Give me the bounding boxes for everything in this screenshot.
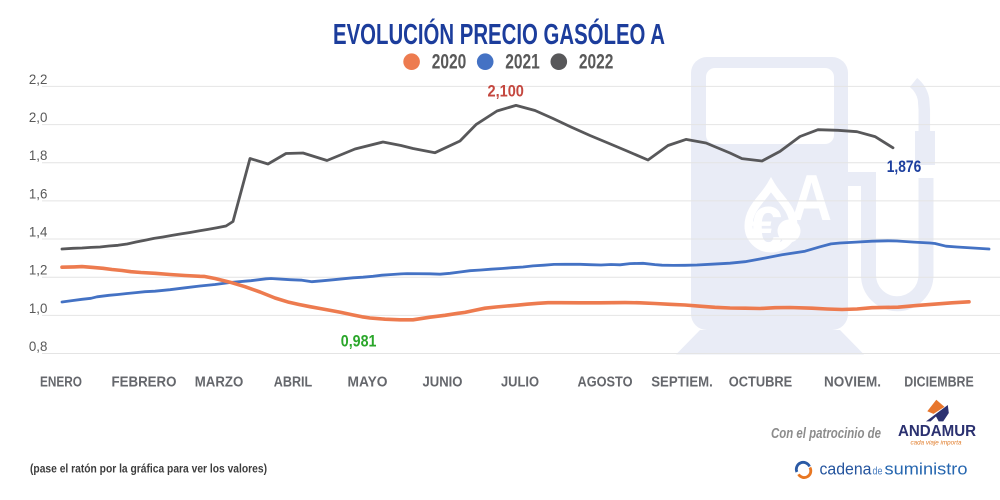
svg-text:ANDAMUR: ANDAMUR — [898, 423, 976, 440]
svg-text:2020: 2020 — [432, 51, 467, 74]
svg-text:de: de — [873, 466, 883, 478]
svg-text:2021: 2021 — [505, 51, 540, 74]
svg-text:A: A — [791, 162, 832, 234]
svg-text:ABRIL: ABRIL — [274, 375, 313, 391]
svg-text:2,100: 2,100 — [488, 82, 524, 101]
svg-text:FEBRERO: FEBRERO — [112, 375, 177, 391]
svg-text:1,2: 1,2 — [29, 262, 48, 278]
svg-text:2,2: 2,2 — [29, 71, 48, 87]
svg-text:1,6: 1,6 — [29, 185, 48, 201]
svg-text:1,0: 1,0 — [29, 300, 48, 316]
svg-text:cadena: cadena — [820, 461, 873, 479]
svg-text:DICIEMBRE: DICIEMBRE — [904, 375, 974, 391]
svg-text:NOVIEM.: NOVIEM. — [824, 375, 881, 391]
svg-text:cada viaje importa: cada viaje importa — [911, 440, 962, 447]
svg-text:2,0: 2,0 — [29, 109, 48, 125]
svg-text:(pase el ratón por la gráfica: (pase el ratón por la gráfica para ver l… — [30, 464, 267, 476]
svg-text:€: € — [750, 195, 783, 261]
svg-text:1,876: 1,876 — [887, 157, 922, 176]
svg-text:EVOLUCIÓN PRECIO GASÓLEO A: EVOLUCIÓN PRECIO GASÓLEO A — [333, 17, 665, 51]
svg-text:MAYO: MAYO — [348, 375, 388, 391]
svg-text:JULIO: JULIO — [501, 375, 539, 391]
svg-text:1,8: 1,8 — [29, 147, 48, 163]
svg-text:suministro: suministro — [885, 461, 968, 479]
svg-text:1,4: 1,4 — [29, 224, 48, 240]
svg-text:AGOSTO: AGOSTO — [578, 375, 633, 391]
svg-text:ENERO: ENERO — [40, 375, 82, 391]
svg-text:MARZO: MARZO — [195, 375, 244, 391]
svg-text:SEPTIEM.: SEPTIEM. — [651, 375, 713, 391]
svg-text:0,8: 0,8 — [29, 338, 48, 354]
svg-text:Con el patrocinio de: Con el patrocinio de — [771, 426, 881, 442]
svg-text:0,981: 0,981 — [341, 332, 377, 351]
svg-text:2022: 2022 — [579, 51, 614, 74]
svg-text:OCTUBRE: OCTUBRE — [729, 375, 793, 391]
svg-text:JUNIO: JUNIO — [423, 375, 463, 391]
